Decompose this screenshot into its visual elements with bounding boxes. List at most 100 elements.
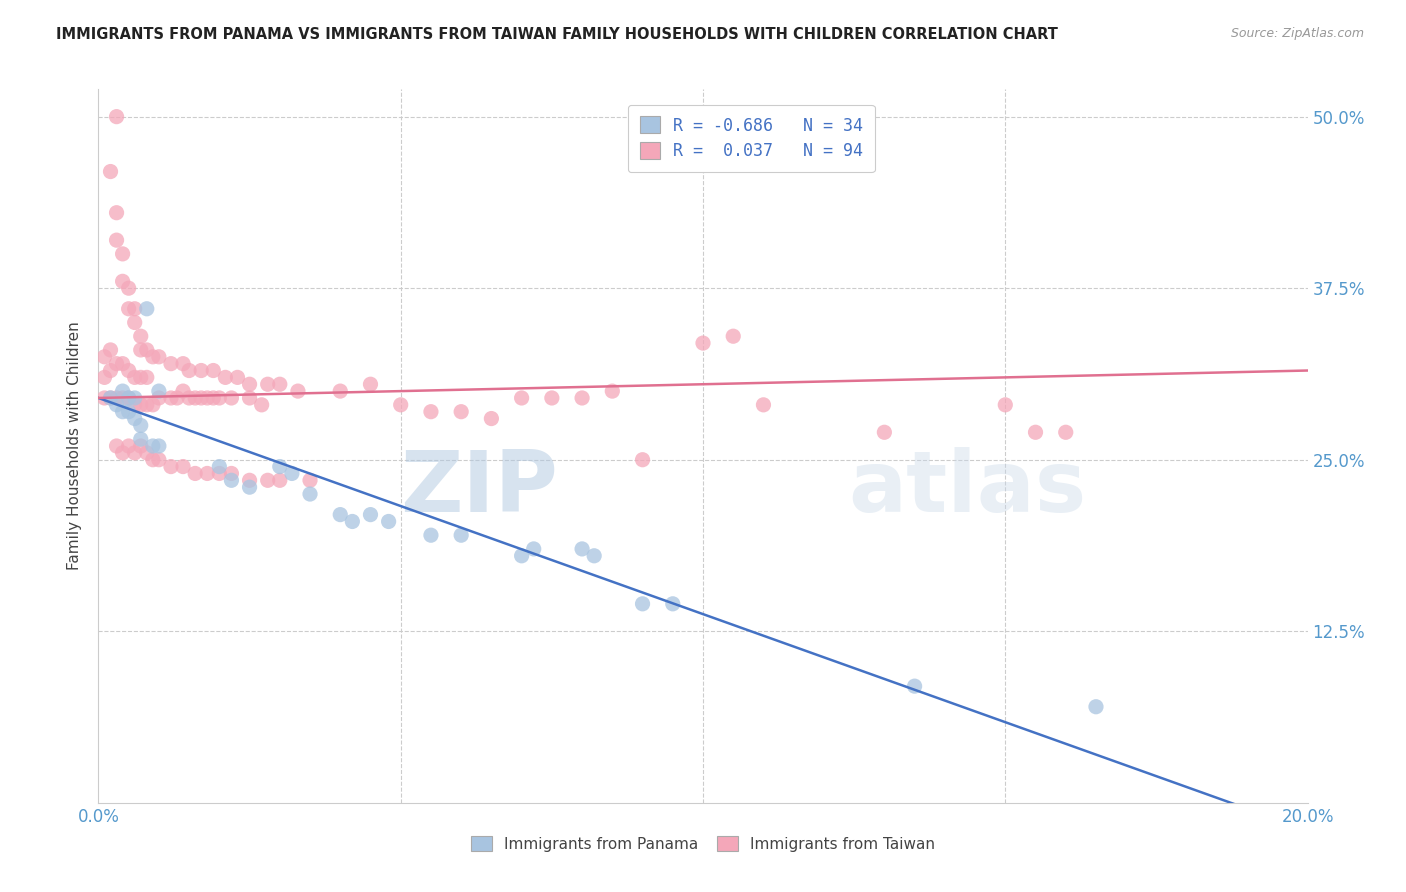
Point <box>172 384 194 398</box>
Point <box>299 487 322 501</box>
Point <box>208 391 231 405</box>
Point <box>100 391 122 405</box>
Point <box>166 391 188 405</box>
Point <box>105 110 128 124</box>
Point <box>221 391 243 405</box>
Point <box>105 398 128 412</box>
Point <box>450 405 472 419</box>
Point <box>1085 699 1108 714</box>
Point <box>184 467 207 481</box>
Point <box>93 391 115 405</box>
Point <box>994 398 1017 412</box>
Text: atlas: atlas <box>848 447 1087 531</box>
Point <box>571 541 593 556</box>
Point <box>124 446 146 460</box>
Point <box>269 377 291 392</box>
Point <box>540 391 562 405</box>
Point <box>129 329 152 343</box>
Point <box>287 384 309 398</box>
Point <box>142 398 165 412</box>
Point <box>118 405 141 419</box>
Point <box>723 329 745 343</box>
Point <box>202 391 225 405</box>
Point <box>148 391 170 405</box>
Point <box>111 391 134 405</box>
Point <box>239 377 262 392</box>
Point <box>904 679 927 693</box>
Point <box>118 391 141 405</box>
Point <box>208 459 231 474</box>
Point <box>226 370 249 384</box>
Point <box>142 439 165 453</box>
Point <box>124 411 146 425</box>
Point <box>148 350 170 364</box>
Point <box>105 233 128 247</box>
Point <box>129 432 152 446</box>
Point <box>124 391 146 405</box>
Point <box>100 343 122 357</box>
Y-axis label: Family Households with Children: Family Households with Children <box>67 322 83 570</box>
Point <box>269 473 291 487</box>
Point <box>93 370 115 384</box>
Point <box>118 301 141 316</box>
Point <box>111 384 134 398</box>
Point <box>129 370 152 384</box>
Point <box>692 336 714 351</box>
Point <box>179 363 201 377</box>
Point <box>111 274 134 288</box>
Point <box>118 391 141 405</box>
Point <box>281 467 304 481</box>
Point <box>118 281 141 295</box>
Point <box>124 301 146 316</box>
Point <box>481 411 503 425</box>
Point <box>510 391 533 405</box>
Point <box>118 363 141 377</box>
Point <box>105 391 128 405</box>
Point <box>420 405 443 419</box>
Point <box>221 473 243 487</box>
Point <box>450 528 472 542</box>
Point <box>135 370 157 384</box>
Point <box>269 459 291 474</box>
Point <box>111 446 134 460</box>
Point <box>420 528 443 542</box>
Point <box>195 391 218 405</box>
Point <box>135 446 157 460</box>
Text: IMMIGRANTS FROM PANAMA VS IMMIGRANTS FROM TAIWAN FAMILY HOUSEHOLDS WITH CHILDREN: IMMIGRANTS FROM PANAMA VS IMMIGRANTS FRO… <box>56 27 1059 42</box>
Point <box>129 343 152 357</box>
Point <box>583 549 606 563</box>
Point <box>389 398 412 412</box>
Point <box>1054 425 1077 440</box>
Point <box>256 377 278 392</box>
Point <box>124 316 146 330</box>
Point <box>631 452 654 467</box>
Point <box>360 377 382 392</box>
Text: ZIP: ZIP <box>401 447 558 531</box>
Point <box>202 363 225 377</box>
Point <box>148 439 170 453</box>
Point <box>148 384 170 398</box>
Point <box>329 384 352 398</box>
Point <box>160 391 183 405</box>
Point <box>124 398 146 412</box>
Point <box>1024 425 1046 440</box>
Point <box>160 459 183 474</box>
Point <box>179 391 201 405</box>
Point <box>256 473 278 487</box>
Legend: Immigrants from Panama, Immigrants from Taiwan: Immigrants from Panama, Immigrants from … <box>463 828 943 859</box>
Point <box>160 357 183 371</box>
Point <box>195 467 218 481</box>
Point <box>661 597 683 611</box>
Point <box>214 370 236 384</box>
Point <box>571 391 593 405</box>
Point <box>329 508 352 522</box>
Point <box>124 370 146 384</box>
Point <box>142 350 165 364</box>
Point <box>172 459 194 474</box>
Point <box>135 343 157 357</box>
Point <box>342 515 364 529</box>
Point <box>111 405 134 419</box>
Point <box>100 363 122 377</box>
Point <box>873 425 896 440</box>
Point <box>129 398 152 412</box>
